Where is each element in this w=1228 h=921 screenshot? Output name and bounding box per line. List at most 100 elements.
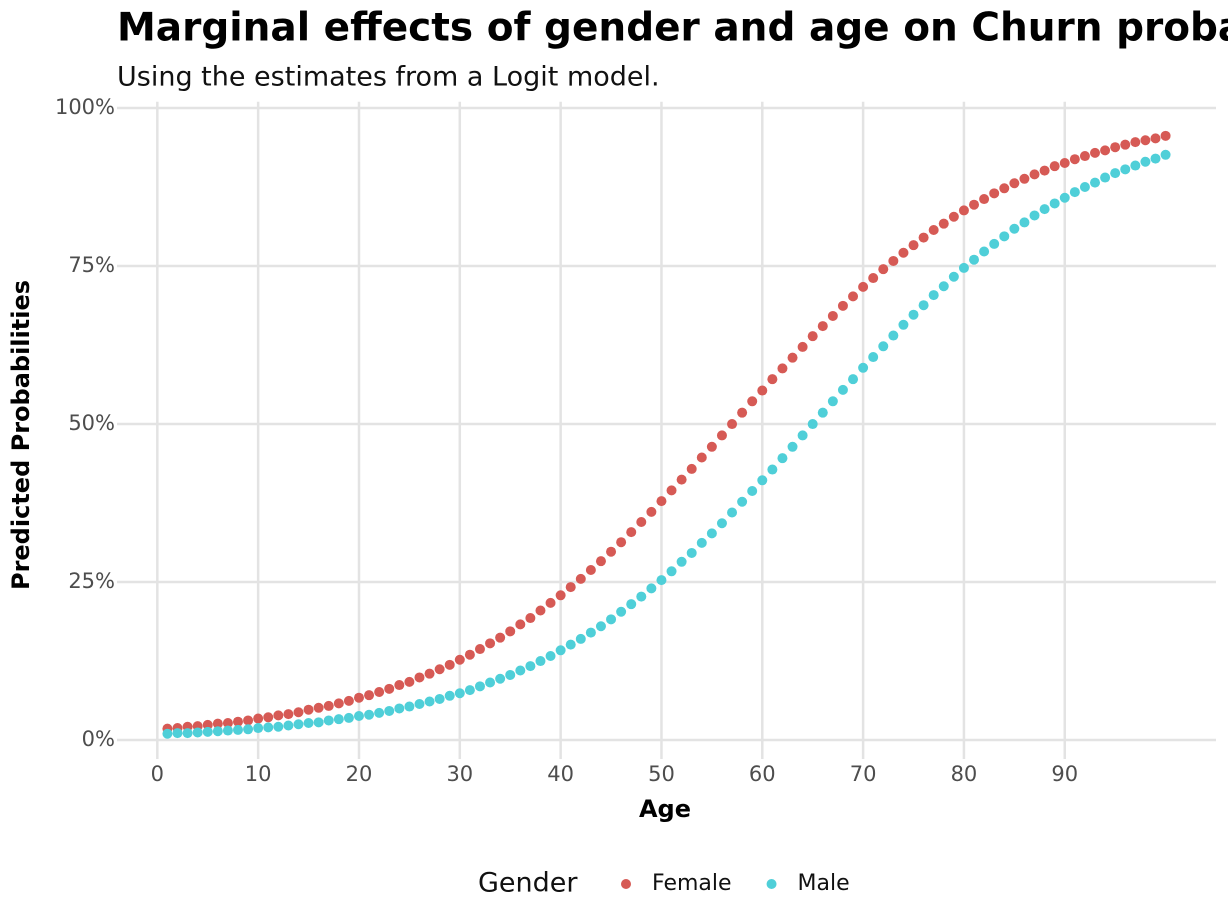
data-point (253, 713, 264, 724)
data-point (565, 582, 576, 593)
data-point (1130, 160, 1141, 171)
data-point (505, 626, 516, 637)
data-point (999, 183, 1010, 194)
data-point (1009, 223, 1020, 234)
data-point (283, 720, 294, 731)
data-point (1090, 147, 1101, 158)
data-point (1049, 161, 1060, 172)
data-point (474, 681, 485, 692)
data-point (474, 644, 485, 655)
data-point (1069, 187, 1080, 198)
data-point (777, 453, 788, 464)
data-point (1130, 137, 1141, 148)
data-point (263, 712, 274, 723)
data-point (616, 606, 627, 617)
data-point (323, 715, 334, 726)
data-point (858, 362, 869, 373)
data-point (747, 396, 758, 407)
data-point (656, 575, 667, 586)
data-point (1160, 149, 1171, 160)
data-point (434, 664, 445, 675)
data-point (364, 709, 375, 720)
data-point (928, 290, 939, 301)
data-point (353, 711, 364, 722)
data-point (313, 717, 324, 728)
data-point (1110, 142, 1121, 153)
data-point (1029, 169, 1040, 180)
data-point (555, 590, 566, 601)
data-point (918, 232, 929, 243)
data-point (1079, 151, 1090, 162)
y-tick-label: 75% (68, 253, 115, 277)
data-point (172, 728, 183, 739)
data-point (807, 331, 818, 342)
data-point (716, 518, 727, 529)
data-point (404, 676, 415, 687)
data-point (757, 475, 768, 486)
x-tick-label: 30 (446, 762, 473, 786)
data-point (958, 262, 969, 273)
data-point (878, 264, 889, 275)
data-point (283, 709, 294, 720)
legend-label: Male (798, 871, 850, 896)
data-point (202, 719, 213, 730)
data-point (918, 300, 929, 311)
data-point (232, 724, 243, 735)
data-point (585, 627, 596, 638)
data-point (1029, 210, 1040, 221)
chart-title: Marginal effects of gender and age on Ch… (117, 6, 1228, 51)
data-point (827, 396, 838, 407)
data-point (394, 703, 405, 714)
y-tick-label: 50% (68, 411, 115, 435)
y-axis-label: Predicted Probabilities (7, 280, 35, 590)
data-point (989, 188, 1000, 199)
data-point (1150, 153, 1161, 164)
chart-subtitle: Using the estimates from a Logit model. (117, 62, 660, 93)
data-point (676, 556, 687, 567)
data-point (495, 632, 506, 643)
data-point (202, 726, 213, 737)
data-point (424, 668, 435, 679)
data-point (374, 687, 385, 698)
data-point (938, 218, 949, 229)
legend-marker (621, 879, 631, 889)
data-point (656, 496, 667, 507)
data-point (938, 281, 949, 292)
legend-marker (766, 879, 777, 889)
data-point (1059, 192, 1070, 203)
data-point (545, 597, 556, 608)
data-point (565, 639, 576, 650)
data-point (555, 645, 566, 656)
data-point (686, 547, 697, 558)
data-point (626, 599, 637, 610)
data-point (464, 649, 475, 660)
x-tick-label: 80 (951, 762, 978, 786)
data-point (1120, 139, 1131, 150)
data-point (1079, 182, 1090, 193)
data-point (495, 673, 506, 684)
data-point (737, 407, 748, 418)
data-point (535, 605, 546, 616)
data-point (595, 621, 606, 632)
data-point (505, 669, 516, 680)
data-point (706, 441, 717, 452)
data-point (858, 281, 869, 292)
data-point (394, 680, 405, 691)
data-point (1150, 133, 1161, 144)
data-point (787, 352, 798, 363)
data-point (908, 309, 919, 320)
data-point (1140, 135, 1151, 146)
data-point (525, 661, 536, 672)
data-point (696, 452, 707, 463)
data-point (868, 352, 879, 363)
data-point (515, 619, 526, 630)
data-point (1090, 177, 1101, 188)
x-tick-label: 60 (749, 762, 776, 786)
data-point (948, 271, 959, 282)
data-point (212, 718, 223, 729)
y-tick-label: 25% (68, 569, 115, 593)
data-point (646, 506, 657, 517)
data-point (525, 613, 536, 624)
